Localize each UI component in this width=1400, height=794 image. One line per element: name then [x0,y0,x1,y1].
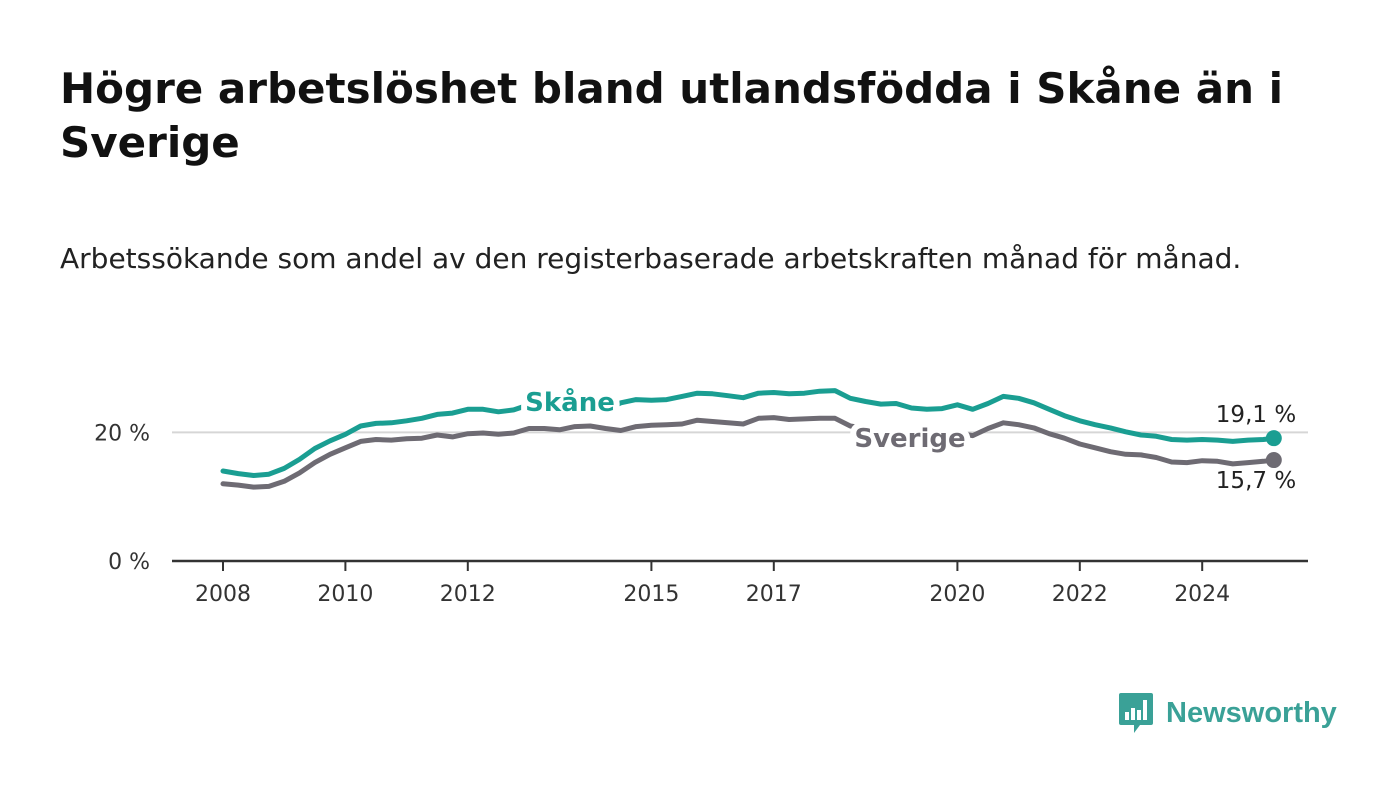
newsworthy-logo[interactable]: Newsworthy [1118,690,1337,736]
series-label: Skåne [525,386,615,418]
x-tick-label: 2012 [440,582,496,607]
chart-subtitle: Arbetssökande som andel av den registerb… [60,242,1242,275]
series-line-skåne [220,388,1277,478]
end-value-label: 15,7 % [1216,468,1296,494]
y-tick-label: 20 % [94,421,150,446]
series-label: Sverige [854,424,965,454]
series-end-point [1265,452,1282,469]
chart-series [220,388,1282,490]
x-tick-label: 2020 [929,582,985,607]
line-chart: 0 %20 %2008 2010 2012 2015 2017 2020 2022 2024 … [94,380,1308,607]
x-tick-label: 2017 [746,582,802,607]
x-tick-label: 2008 [195,582,251,607]
series-line-sverige [220,415,1277,490]
newsworthy-logo-text: Newsworthy [1166,696,1337,729]
end-value-label: 19,1 % [1216,402,1296,428]
newsworthy-logo-icon [1119,693,1153,733]
x-tick-label: 2022 [1052,582,1108,607]
chart-labels: Skåne Sverige 19,1 % 15,7 % [519,380,1296,494]
chart-axes: 0 % 20 % 2008 2010 2012 2015 2017 2020 2022 2024 [94,421,1308,607]
y-tick-label: 0 % [108,550,150,575]
x-tick-label: 2024 [1174,582,1230,607]
x-tick-label: 2015 [623,582,679,607]
x-tick-label: 2010 [317,582,373,607]
series-end-point [1265,430,1282,447]
page-title: Högre arbetslöshet bland utlandsfödda i … [60,64,1284,167]
